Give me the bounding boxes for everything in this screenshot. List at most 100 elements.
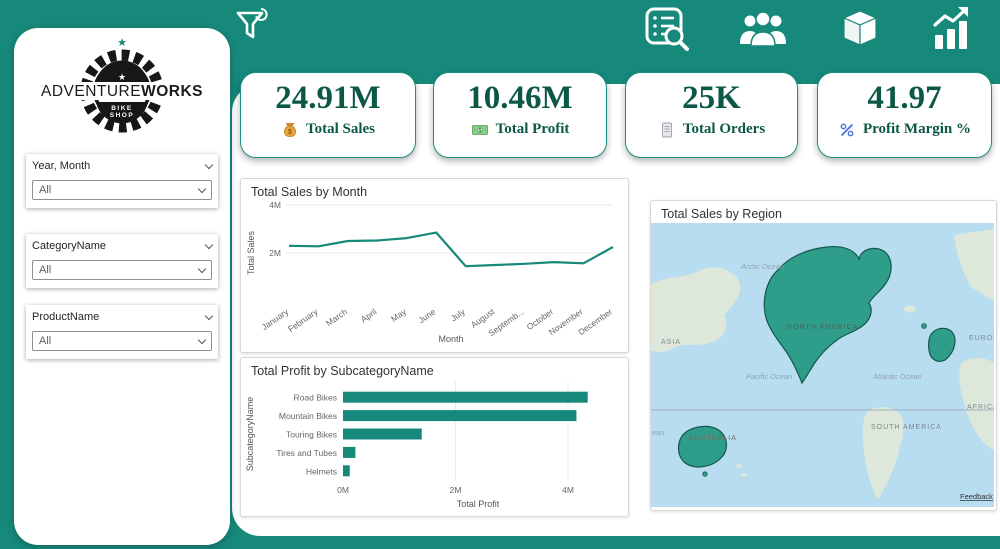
slicer-label: CategoryName [32, 240, 106, 252]
label-atlantic-ocean: Atlantic Ocean [872, 372, 922, 381]
land-south-america [862, 407, 904, 500]
chevron-down-icon [204, 160, 214, 169]
svg-text:Tires and Tubes: Tires and Tubes [276, 448, 337, 458]
land-asia [651, 267, 741, 352]
kpi-card-total-orders: 25K Total Orders [625, 72, 798, 158]
kpi-value: 25K [682, 80, 741, 116]
svg-text:Helmets: Helmets [306, 466, 337, 476]
svg-text:January: January [260, 306, 291, 332]
kpi-value: 41.97 [867, 80, 942, 116]
slicer-category-name: CategoryName All [26, 234, 218, 288]
svg-text:$: $ [478, 128, 481, 134]
svg-text:Mountain Bikes: Mountain Bikes [279, 411, 337, 421]
slicer-label: Year, Month [32, 160, 91, 172]
kpi-label: Total Profit [495, 121, 570, 138]
region-australia[interactable] [677, 425, 728, 468]
bar[interactable] [343, 465, 350, 477]
svg-text:March: March [324, 306, 349, 328]
svg-text:2M: 2M [450, 485, 462, 495]
land-africa [959, 358, 994, 450]
chevron-down-icon [197, 264, 207, 273]
label-asia: ASIA [661, 339, 681, 346]
products-icon[interactable] [836, 5, 884, 58]
bar-chart-svg: 0M 2M 4M Road Bikes Mountain Bikes Touring Bi… [245, 382, 588, 509]
money-bag-icon: $ [284, 122, 296, 137]
adventureworks-logo: ★ ★ BIKE SHOP ADVENTUREWORKS [14, 28, 230, 145]
chevron-down-icon [197, 184, 207, 193]
svg-text:May: May [389, 306, 409, 324]
slicer-dropdown[interactable]: All [32, 260, 212, 280]
kpi-label: Total Sales [305, 121, 376, 138]
sales-chart-icon[interactable] [928, 5, 978, 58]
svg-text:Touring Bikes: Touring Bikes [286, 430, 337, 440]
map-svg: Arctic Ocean ASIA NORTH AMERICA EUROPE P… [651, 223, 994, 507]
svg-text:Month: Month [438, 334, 463, 344]
slicer-dropdown[interactable]: All [32, 331, 212, 351]
slicer-dropdown[interactable]: All [32, 180, 212, 200]
slicer-header[interactable]: CategoryName [32, 237, 214, 255]
logo-band [37, 82, 207, 100]
slicer-value: All [39, 264, 52, 276]
region-europe[interactable] [928, 327, 956, 362]
label-africa: AFRICA [967, 404, 994, 411]
percent-icon [840, 123, 854, 137]
svg-text:June: June [417, 306, 438, 325]
land-scandinavia [954, 229, 994, 301]
sidebar: ★ ★ BIKE SHOP ADVENTUREWORKS Year, Month… [14, 28, 230, 545]
region-tasmania[interactable] [702, 471, 708, 477]
chevron-down-icon [204, 240, 214, 249]
gear-hub-top [95, 60, 149, 87]
svg-text:$: $ [288, 129, 292, 136]
kpi-value: 24.91M [275, 80, 381, 116]
label-europe: EUROPE [969, 335, 994, 342]
logo-star-top: ★ [117, 37, 127, 49]
label-pacific-ocean: Pacific Ocean [746, 372, 792, 381]
bar-chart-card: Total Profit by SubcategoryName 0M 2M 4M Ro… [240, 357, 629, 517]
kpi-card-total-profit: 10.46M $ Total Profit [433, 72, 607, 158]
bar[interactable] [343, 410, 577, 422]
line-chart-title: Total Sales by Month [251, 185, 368, 199]
svg-text:4M: 4M [269, 201, 281, 210]
banknote-icon: $ [471, 124, 488, 135]
label-australia: AUSTRALIA [689, 435, 737, 442]
region-europe-uk[interactable] [921, 323, 927, 329]
feedback-link[interactable]: Feedback [960, 492, 993, 501]
logo-name: ADVENTUREWORKS [41, 83, 203, 100]
chevron-down-icon [204, 311, 214, 320]
report-search-icon[interactable] [641, 3, 693, 60]
label-north-america: NORTH AMERICA [787, 324, 858, 331]
land-new-zealand [741, 473, 747, 477]
slicer-header[interactable]: Year, Month [32, 157, 214, 175]
bar[interactable] [343, 446, 356, 458]
kpi-value: 10.46M [467, 80, 573, 116]
slicer-header[interactable]: ProductName [32, 308, 214, 326]
land-new-zealand [736, 464, 742, 468]
kpi-card-total-sales: 24.91M $ Total Sales [240, 72, 416, 158]
filter-icon[interactable] [228, 4, 272, 53]
svg-text:Total Sales: Total Sales [246, 230, 256, 275]
svg-text:April: April [359, 306, 379, 324]
logo-star-hub: ★ [118, 72, 126, 82]
bar-chart-title: Total Profit by SubcategoryName [251, 364, 434, 378]
label-south-america: SOUTH AMERICA [871, 424, 942, 431]
svg-text:0M: 0M [337, 485, 349, 495]
region-north-america[interactable] [763, 245, 892, 385]
logo-badge-bike: BIKE [111, 105, 133, 112]
svg-text:July: July [449, 306, 468, 323]
chevron-down-icon [197, 335, 207, 344]
svg-text:4M: 4M [562, 485, 574, 495]
svg-text:SubcategoryName: SubcategoryName [245, 397, 255, 472]
slicer-product-name: ProductName All [26, 305, 218, 359]
kpi-card-profit-margin: 41.97 Profit Margin % [817, 72, 992, 158]
label-ocean-partial: ean [652, 428, 665, 437]
bar[interactable] [343, 391, 588, 403]
bar[interactable] [343, 428, 422, 440]
slicer-label: ProductName [32, 311, 100, 323]
map-card: Total Sales by Region Arctic Ocean ASIA … [650, 200, 997, 511]
land-iceland [904, 305, 916, 313]
svg-text:Total Profit: Total Profit [457, 499, 500, 509]
label-arctic-ocean: Arctic Ocean [740, 262, 784, 271]
gear-hub-bottom [96, 102, 148, 124]
customers-icon[interactable] [737, 6, 789, 57]
slicer-value: All [39, 335, 52, 347]
